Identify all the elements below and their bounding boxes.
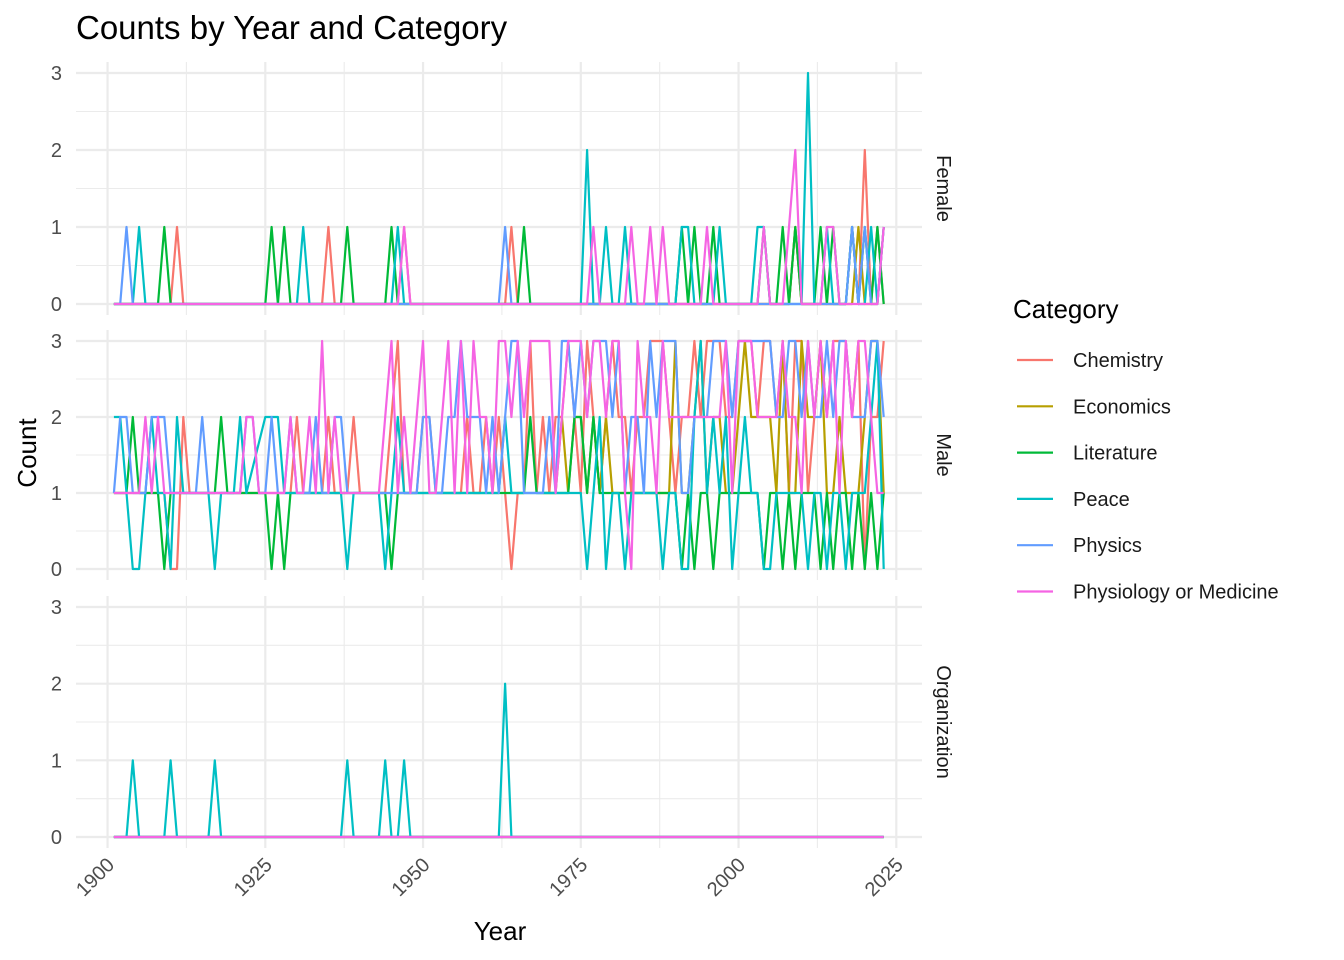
y-tick-label: 0 [51,827,62,849]
legend-label: Physics [1073,535,1142,557]
y-tick-label: 2 [51,407,62,429]
y-tick-label: 2 [51,674,62,696]
y-tick-label: 0 [51,559,62,581]
y-tick-label: 1 [51,483,62,505]
x-tick-label: 2025 [861,854,908,901]
legend-title: Category [1013,294,1119,324]
x-axis-ticks: 1900 1925 1950 1975 2000 2025 [72,854,908,901]
x-tick-label: 1975 [545,854,592,901]
y-tick-label: 2 [51,140,62,162]
x-tick-label: 1925 [230,854,277,901]
x-axis-title: Year [474,916,527,946]
panel-female: 0 1 2 3 Female [51,62,954,316]
y-tick-label: 3 [51,331,62,353]
y-tick-label: 1 [51,750,62,772]
x-tick-label: 2000 [703,854,750,901]
panel-male: 0 1 2 3 Male [51,330,954,581]
legend-label: Physiology or Medicine [1073,582,1279,604]
facet-label: Male [932,433,954,476]
legend-items: Chemistry Economics Literature Peace Physics… [1017,350,1279,604]
legend: Category Chemistry Economics Literature Pea… [1013,294,1279,604]
x-tick-label: 1900 [72,854,119,901]
y-tick-label: 1 [51,217,62,239]
panel-organization: 0 1 2 3 Organization [51,596,954,849]
y-tick-label: 0 [51,294,62,316]
chart-title: Counts by Year and Category [76,9,508,46]
x-tick-label: 1950 [388,854,435,901]
facet-label: Female [932,155,954,222]
series-line-physiology-or-medicine [113,148,885,306]
series-line-physiology-or-medicine [113,339,884,571]
facet-label: Organization [932,665,954,778]
legend-label: Economics [1073,396,1171,418]
y-axis-title: Count [12,418,42,488]
y-tick-label: 3 [51,63,62,85]
legend-label: Chemistry [1073,350,1163,372]
panels: 0 1 2 3 Female 0 1 2 3 Male 0 1 2 3 Organization [51,62,954,849]
legend-label: Literature [1073,443,1158,465]
legend-label: Peace [1073,489,1130,511]
y-tick-label: 3 [51,597,62,619]
